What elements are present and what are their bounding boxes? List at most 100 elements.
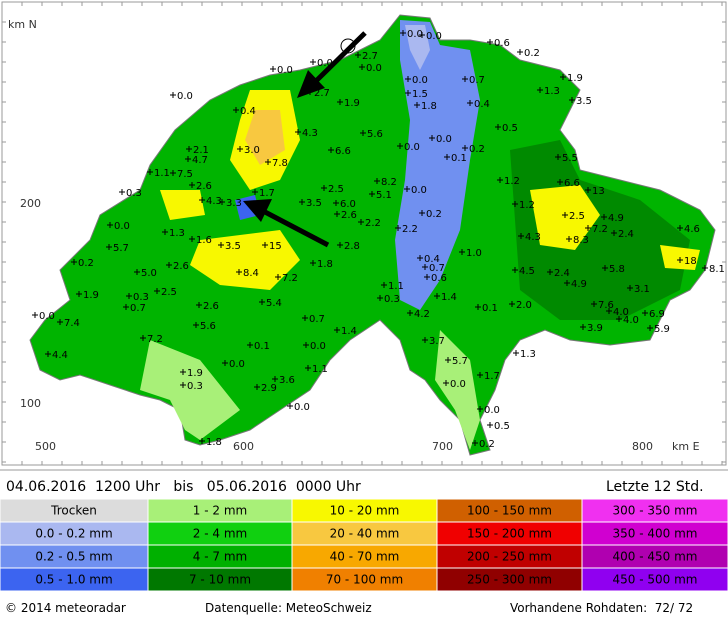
legend-label: 350 - 400 mm bbox=[613, 527, 698, 541]
station-cross bbox=[189, 182, 195, 188]
station-value: 4.3 bbox=[302, 128, 318, 139]
station-cross bbox=[419, 32, 425, 38]
station-cross bbox=[333, 200, 339, 206]
station-value: 15 bbox=[269, 241, 282, 252]
station-cross bbox=[467, 100, 473, 106]
station-value: 0.0 bbox=[229, 359, 245, 370]
station-cross bbox=[32, 312, 38, 318]
legend-label: 450 - 500 mm bbox=[613, 573, 698, 587]
station-value: 0.7 bbox=[469, 75, 485, 86]
source: Datenquelle: MeteoSchweiz bbox=[205, 601, 372, 615]
station-value: 3.6 bbox=[279, 375, 295, 386]
station-cross bbox=[199, 438, 205, 444]
legend-label: 20 - 40 mm bbox=[330, 527, 400, 541]
legend-label: Trocken bbox=[50, 504, 97, 518]
station-value: 5.7 bbox=[452, 356, 468, 367]
station-value: 2.5 bbox=[161, 287, 177, 298]
station-value: 2.6 bbox=[341, 210, 357, 221]
station-cross bbox=[180, 382, 186, 388]
station-value: 2.5 bbox=[569, 211, 585, 222]
station-cross bbox=[123, 304, 129, 310]
station-value: 1.8 bbox=[421, 101, 437, 112]
station-cross bbox=[237, 146, 243, 152]
station-value: 0.0 bbox=[294, 402, 310, 413]
station-value: 0.2 bbox=[524, 48, 540, 59]
station-cross bbox=[259, 299, 265, 305]
station-value: 0.0 bbox=[436, 134, 452, 145]
station-value: 5.8 bbox=[609, 264, 625, 275]
station-cross bbox=[591, 301, 597, 307]
station-value: 4.5 bbox=[519, 266, 535, 277]
y-unit: km N bbox=[8, 18, 37, 31]
legend-label: 100 - 150 mm bbox=[467, 504, 552, 518]
station-value: 0.4 bbox=[424, 254, 440, 265]
station-value: 0.0 bbox=[484, 405, 500, 416]
station-cross bbox=[307, 89, 313, 95]
station-value: 1.2 bbox=[504, 176, 520, 187]
station-value: 8.2 bbox=[381, 177, 397, 188]
station-cross bbox=[627, 285, 633, 291]
station-value: 4.3 bbox=[525, 232, 541, 243]
station-cross bbox=[369, 191, 375, 197]
x-tick-label: 700 bbox=[432, 440, 453, 453]
station-value: 1.4 bbox=[441, 292, 457, 303]
station-cross bbox=[377, 295, 383, 301]
station-value: 1.7 bbox=[259, 188, 275, 199]
station-value: 4.3 bbox=[206, 196, 222, 207]
x-tick-label: 600 bbox=[233, 440, 254, 453]
station-value: 3.0 bbox=[244, 145, 260, 156]
station-value: 3.9 bbox=[587, 323, 603, 334]
station-value: 5.9 bbox=[654, 324, 670, 335]
station-value: 2.6 bbox=[203, 301, 219, 312]
station-cross bbox=[265, 159, 271, 165]
station-cross bbox=[512, 201, 518, 207]
legend-label: 400 - 450 mm bbox=[613, 550, 698, 564]
station-cross bbox=[569, 97, 575, 103]
legend-label: 300 - 350 mm bbox=[613, 504, 698, 518]
station-value: 1.5 bbox=[412, 89, 428, 100]
station-value: 6.6 bbox=[564, 178, 580, 189]
station-value: 0.0 bbox=[317, 58, 333, 69]
station-cross bbox=[424, 274, 430, 280]
station-cross bbox=[222, 360, 228, 366]
station-cross bbox=[71, 259, 77, 265]
station-value: 0.6 bbox=[431, 273, 447, 284]
station-cross bbox=[358, 219, 364, 225]
station-cross bbox=[189, 236, 195, 242]
x-tick-label: 500 bbox=[35, 440, 56, 453]
station-cross bbox=[275, 274, 281, 280]
station-cross bbox=[381, 282, 387, 288]
station-cross bbox=[262, 242, 268, 248]
station-cross bbox=[487, 422, 493, 428]
station-value: 0.3 bbox=[187, 381, 203, 392]
station-cross bbox=[397, 143, 403, 149]
station-cross bbox=[443, 380, 449, 386]
station-cross bbox=[495, 124, 501, 130]
x-tick-label: 800 bbox=[632, 440, 653, 453]
station-value: 8.1 bbox=[709, 264, 725, 275]
station-value: 13 bbox=[592, 186, 605, 197]
station-value: 6.6 bbox=[335, 146, 351, 157]
station-value: 0.5 bbox=[494, 421, 510, 432]
station-value: 2.1 bbox=[193, 145, 209, 156]
station-value: 1.9 bbox=[187, 368, 203, 379]
station-cross bbox=[233, 107, 239, 113]
station-cross bbox=[303, 342, 309, 348]
station-cross bbox=[321, 185, 327, 191]
station-value: 7.2 bbox=[282, 273, 298, 284]
station-cross bbox=[647, 325, 653, 331]
station-cross bbox=[359, 64, 365, 70]
station-value: 5.5 bbox=[562, 153, 578, 164]
station-cross bbox=[57, 319, 63, 325]
station-cross bbox=[487, 39, 493, 45]
legend-label: 1 - 2 mm bbox=[193, 504, 247, 518]
station-cross bbox=[444, 154, 450, 160]
arrows bbox=[243, 31, 367, 248]
legend-label: 7 - 10 mm bbox=[189, 573, 251, 587]
station-cross bbox=[334, 211, 340, 217]
station-value: 4.0 bbox=[623, 315, 639, 326]
station-cross bbox=[170, 170, 176, 176]
station-value: 2.0 bbox=[516, 300, 532, 311]
station-cross bbox=[606, 308, 612, 314]
